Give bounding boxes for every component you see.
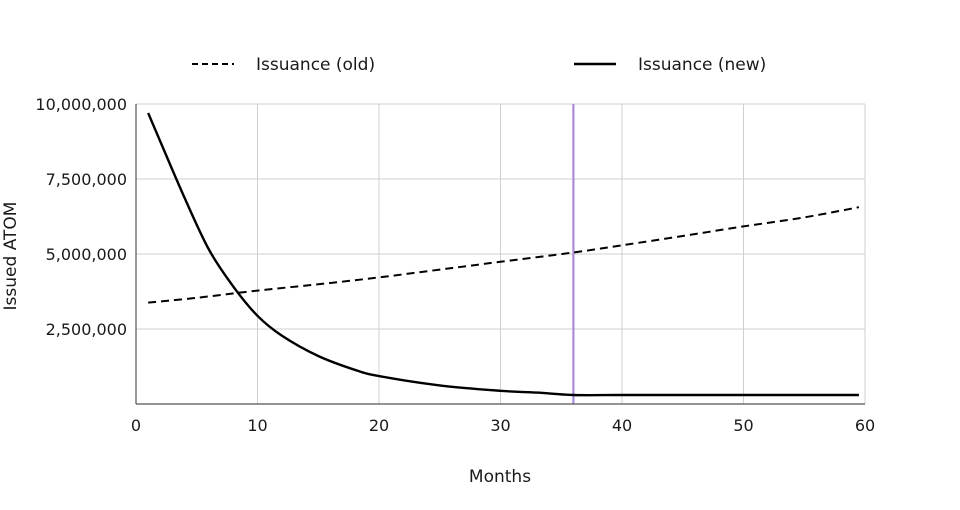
x-tick-label: 60 — [855, 416, 875, 435]
legend: Issuance (old) Issuance (new) — [192, 55, 766, 75]
x-tick-label: 40 — [612, 416, 632, 435]
series-line-old — [148, 206, 860, 304]
y-tick-label: 2,500,000 — [46, 320, 127, 339]
series-lines — [147, 112, 860, 397]
axes — [135, 104, 865, 405]
x-tick-label: 0 — [131, 416, 141, 435]
y-axis-title: Issued ATOM — [1, 202, 21, 311]
x-tick-label: 30 — [490, 416, 510, 435]
y-tick-label: 10,000,000 — [35, 95, 127, 114]
y-tick-label: 5,000,000 — [46, 245, 127, 264]
y-tick-label: 7,500,000 — [46, 170, 127, 189]
x-tick-label: 10 — [247, 416, 267, 435]
legend-label-old: Issuance (old) — [256, 55, 375, 75]
series-line-new — [147, 112, 859, 397]
x-tick-label: 20 — [369, 416, 389, 435]
grid — [136, 103, 866, 404]
x-axis-title: Months — [469, 467, 531, 487]
x-tick-label: 50 — [733, 416, 753, 435]
legend-label-new: Issuance (new) — [638, 55, 766, 75]
tick-labels: 0 10 20 30 40 50 60 2,500,000 5,000,000 7,500,000… — [35, 95, 875, 435]
